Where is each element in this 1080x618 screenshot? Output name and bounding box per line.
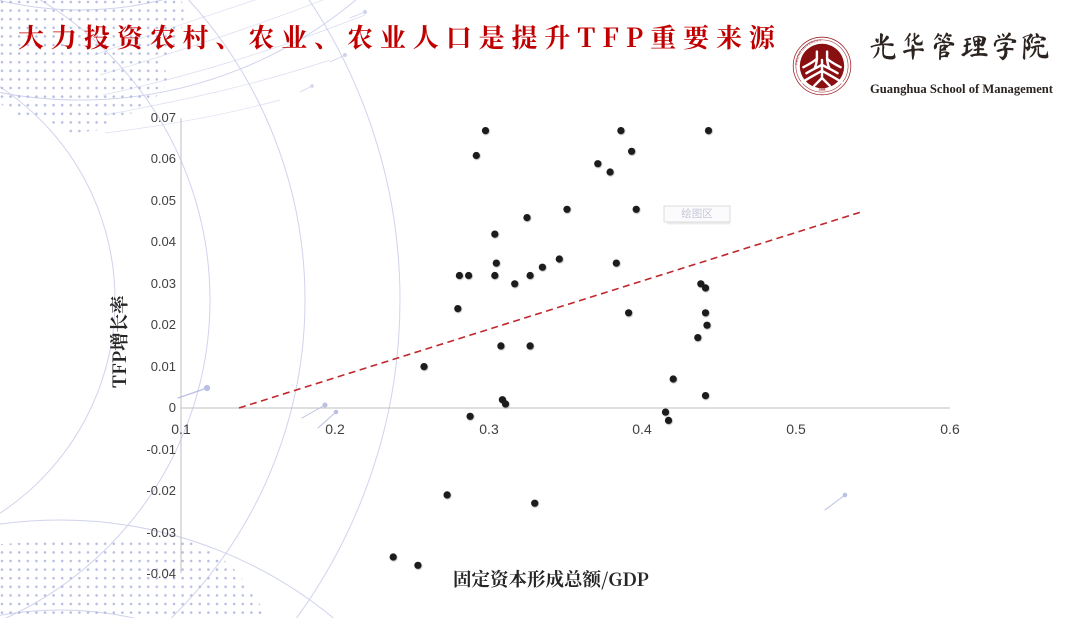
svg-text:绘图区: 绘图区 bbox=[681, 206, 713, 221]
